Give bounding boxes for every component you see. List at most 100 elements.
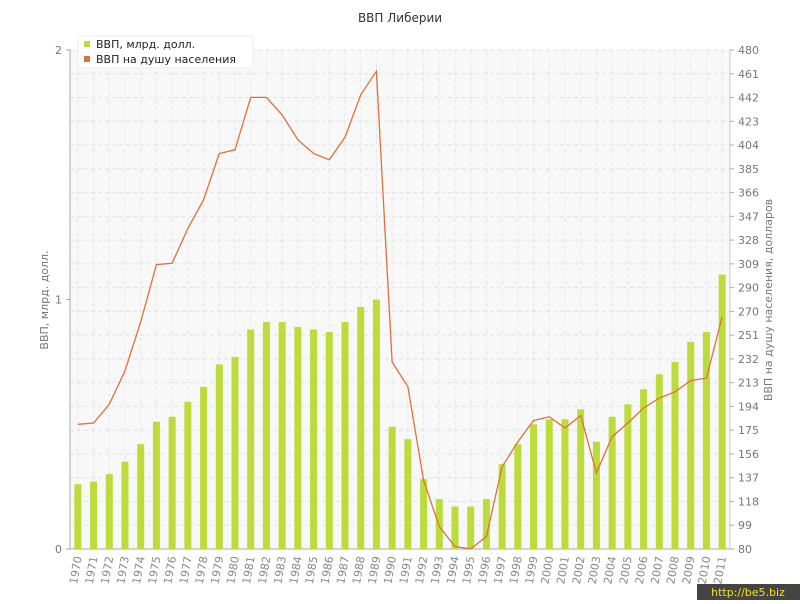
y2-tick-label: 347	[738, 210, 759, 223]
bar	[341, 321, 349, 549]
bar	[325, 331, 333, 549]
x-tick-label: 1994	[444, 555, 462, 585]
y2-tick-label: 175	[738, 424, 759, 437]
watermark-bg	[697, 584, 800, 600]
y2-tick-label: 480	[738, 44, 759, 57]
bar	[247, 329, 255, 549]
x-tick-label: 1984	[287, 555, 305, 585]
x-tick-label: 1985	[303, 555, 321, 585]
y-tick-label: 0	[55, 543, 62, 556]
y2-tick-label: 423	[738, 115, 759, 128]
x-tick-label: 2006	[633, 555, 651, 585]
y2-tick-label: 461	[738, 68, 759, 81]
x-tick-label: 1981	[240, 555, 258, 585]
bar	[592, 441, 600, 549]
x-tick-label: 1999	[523, 555, 541, 585]
bar	[310, 329, 318, 549]
bar	[74, 484, 82, 549]
bar	[278, 321, 286, 549]
legend-swatch	[84, 41, 90, 47]
bar	[152, 421, 160, 549]
x-tick-label: 1975	[146, 555, 164, 585]
x-tick-label: 2005	[617, 555, 635, 585]
y2-tick-label: 270	[738, 305, 759, 318]
y2-tick-label: 80	[738, 543, 752, 556]
bar	[435, 499, 443, 549]
y2-tick-label: 213	[738, 377, 759, 390]
bar	[215, 364, 223, 549]
bar	[231, 356, 239, 549]
y2-tick-label: 137	[738, 472, 759, 485]
bar	[608, 416, 616, 549]
bar	[545, 419, 553, 549]
x-tick-label: 2002	[570, 555, 588, 585]
bar	[530, 424, 538, 549]
x-tick-label: 1996	[476, 555, 494, 585]
y-axis-label: ВВП, млрд. долл.	[38, 250, 51, 349]
bar	[388, 426, 396, 549]
x-tick-label: 1979	[209, 555, 227, 585]
bar	[671, 361, 679, 549]
y2-tick-label: 385	[738, 163, 759, 176]
x-tick-label: 1993	[429, 555, 447, 585]
x-tick-label: 1997	[491, 555, 509, 585]
y2-tick-label: 404	[738, 139, 759, 152]
x-tick-label: 1992	[413, 555, 431, 585]
bar	[482, 499, 490, 549]
bar	[514, 444, 522, 549]
x-tick-label: 1987	[334, 555, 352, 585]
bar	[372, 299, 380, 549]
bar	[404, 439, 412, 549]
bar	[655, 374, 663, 549]
bar	[121, 461, 129, 549]
x-tick-label: 1972	[99, 555, 117, 585]
bar	[498, 464, 506, 549]
y2-axis-label: ВВП на душу населения, долларов	[762, 199, 775, 401]
y2-tick-label: 290	[738, 282, 759, 295]
y-tick-label: 2	[55, 44, 62, 57]
bar	[687, 341, 695, 549]
bar	[90, 481, 98, 549]
legend-swatch	[84, 56, 90, 62]
bar	[577, 409, 585, 549]
y2-tick-label: 99	[738, 519, 752, 532]
x-tick-label: 1995	[460, 555, 478, 585]
plot-area	[70, 50, 730, 549]
bar	[640, 389, 648, 549]
y2-tick-label: 118	[738, 495, 759, 508]
x-tick-label: 2008	[664, 555, 682, 585]
y2-tick-label: 232	[738, 353, 759, 366]
bar	[718, 274, 726, 549]
x-tick-label: 2000	[539, 555, 557, 585]
x-tick-label: 1988	[350, 555, 368, 585]
x-tick-label: 1980	[224, 555, 242, 585]
y2-tick-label: 309	[738, 258, 759, 271]
legend: ВВП, млрд. долл. ВВП на душу населения	[77, 35, 254, 69]
y2-tick-label: 442	[738, 92, 759, 105]
bar	[137, 444, 145, 549]
bar	[624, 404, 632, 549]
x-tick-label: 2010	[696, 555, 714, 585]
bar	[561, 419, 569, 549]
x-tick-label: 1973	[114, 555, 132, 585]
bar	[420, 479, 428, 549]
x-tick-label: 1978	[193, 555, 211, 585]
x-tick-label: 2004	[601, 555, 619, 585]
x-tick-label: 1990	[381, 555, 399, 585]
x-tick-label: 1974	[130, 555, 148, 585]
x-tick-label: 1998	[507, 555, 525, 585]
x-tick-label: 1986	[319, 555, 337, 585]
watermark: http://be5.biz	[711, 586, 785, 599]
legend-label: ВВП на душу населения	[96, 53, 236, 66]
bar	[451, 506, 459, 549]
bar	[262, 321, 270, 549]
x-tick-label: 1970	[67, 555, 85, 585]
x-tick-label: 2001	[554, 555, 572, 585]
y2-tick-label: 156	[738, 448, 759, 461]
bar	[105, 474, 113, 549]
x-tick-label: 2011	[711, 555, 729, 585]
legend-label: ВВП, млрд. долл.	[96, 38, 195, 51]
y2-tick-label: 194	[738, 400, 759, 413]
x-tick-label: 1977	[177, 555, 195, 585]
